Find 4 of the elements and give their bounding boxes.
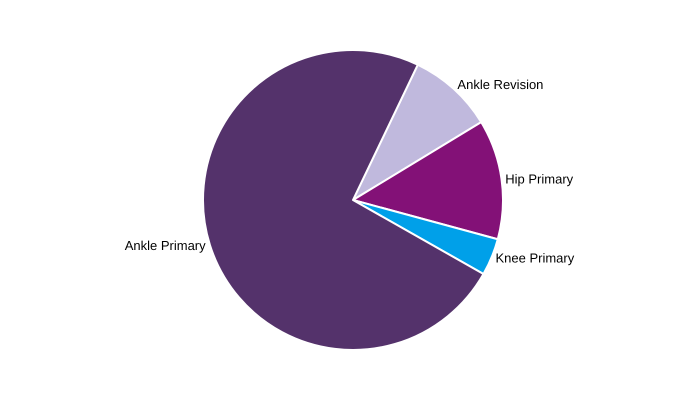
slice-label: Ankle Revision <box>457 77 544 92</box>
slice-label: Ankle Primary <box>124 238 206 254</box>
slice-label: Knee Primary <box>495 250 575 266</box>
slice-label: Hip Primary <box>505 171 574 186</box>
